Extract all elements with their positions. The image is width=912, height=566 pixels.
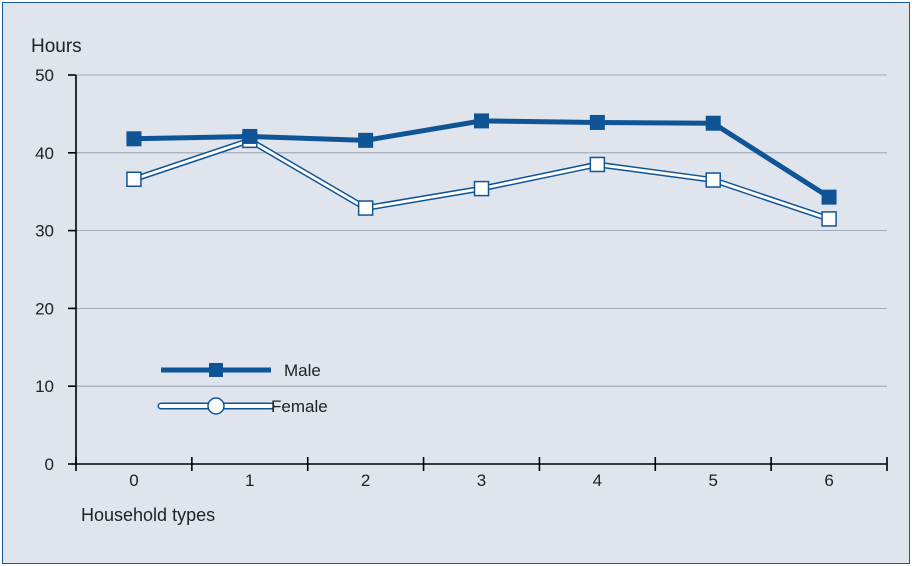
series-line-female <box>133 138 830 221</box>
series-female <box>126 132 837 227</box>
legend: Male Female <box>157 361 328 416</box>
series-lines <box>126 113 837 227</box>
data-point-female <box>705 172 721 188</box>
legend-marker-male <box>209 363 223 377</box>
y-tick-label: 20 <box>35 299 54 318</box>
x-tick-label: 5 <box>708 471 717 490</box>
y-tick-label: 10 <box>35 377 54 396</box>
data-point-female <box>357 200 374 216</box>
x-tick-label: 0 <box>129 471 138 490</box>
x-axis-title: Household types <box>81 505 215 525</box>
series-line-female-outline <box>132 137 831 222</box>
x-tick-label: 4 <box>593 471 602 490</box>
y-axis-ticks: 0 10 20 30 40 50 <box>35 66 76 474</box>
data-point-male <box>821 189 837 205</box>
y-tick-label: 0 <box>45 455 54 474</box>
data-point-male <box>705 115 721 131</box>
y-tick-label: 30 <box>35 222 54 241</box>
y-tick-label: 50 <box>35 66 54 85</box>
data-point-female <box>126 171 142 188</box>
legend-label-female: Female <box>271 397 328 416</box>
y-axis-unit-label: Hours <box>31 36 82 57</box>
data-point-female <box>473 180 490 197</box>
line-chart: Hours 0 10 20 30 40 50 0 1 2 3 4 5 6 Male Female Hou… <box>31 36 888 525</box>
axes <box>75 75 887 465</box>
x-tick-label: 6 <box>824 471 833 490</box>
data-point-male <box>242 128 258 144</box>
x-tick-label: 3 <box>477 471 486 490</box>
legend-marker-female <box>207 397 225 415</box>
data-point-male <box>474 113 489 129</box>
data-point-female <box>589 156 606 173</box>
data-point-female <box>821 211 837 227</box>
x-tick-label: 1 <box>245 471 254 490</box>
x-tick-label: 2 <box>361 471 370 490</box>
series-male <box>126 113 837 205</box>
legend-label-male: Male <box>284 361 321 380</box>
y-tick-label: 40 <box>35 144 54 163</box>
x-axis-ticks: 0 1 2 3 4 5 6 <box>75 457 888 490</box>
data-point-male <box>126 131 142 147</box>
data-point-male <box>358 132 374 148</box>
data-point-male <box>589 114 605 130</box>
